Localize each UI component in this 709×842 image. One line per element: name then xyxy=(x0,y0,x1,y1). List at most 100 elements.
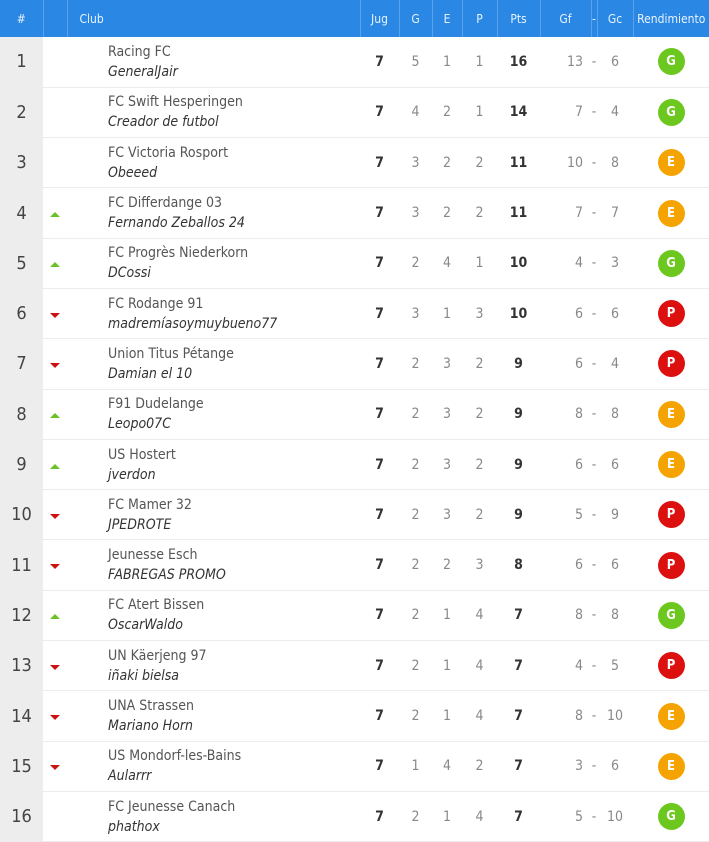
trend-up-icon xyxy=(50,463,60,469)
table-row[interactable]: 10 FC Mamer 32 JPEDROTE 7 2 3 2 9 5 - 9 P xyxy=(0,489,709,540)
manager-name[interactable]: DCossi xyxy=(108,265,151,282)
club-cell[interactable]: FC Differdange 03 Fernando Zeballos 24 xyxy=(67,188,360,238)
team-name[interactable]: FC Swift Hesperingen xyxy=(108,94,243,111)
goals-against: 6 xyxy=(610,456,619,473)
header-jug[interactable]: Jug xyxy=(360,0,400,37)
club-cell[interactable]: FC Jeunesse Canach phathox xyxy=(67,791,360,841)
club-cell[interactable]: FC Atert Bissen OscarWaldo xyxy=(67,590,360,640)
manager-name[interactable]: Mariano Horn xyxy=(108,718,194,734)
rendimiento: P xyxy=(633,490,709,540)
club-cell[interactable]: Racing FC GeneralJair xyxy=(67,37,360,87)
manager-name[interactable]: madremíasoymuybueno77 xyxy=(108,315,278,332)
manager-name[interactable]: iñaki bielsa xyxy=(108,667,180,684)
manager-name[interactable]: Aularrr xyxy=(108,768,152,785)
manager-name[interactable]: JPEDROTE xyxy=(108,516,172,533)
header-rendimiento[interactable]: Rendimiento xyxy=(637,11,706,26)
manager-name[interactable]: Damian el 10 xyxy=(108,365,193,382)
club-cell[interactable]: F91 Dudelange Leopo07C xyxy=(67,389,360,439)
team-name[interactable]: Jeunesse Esch xyxy=(108,547,198,564)
club-cell[interactable]: FC Progrès Niederkorn DCossi xyxy=(67,238,360,288)
table-row[interactable]: 11 Jeunesse Esch FABREGAS PROMO 7 2 2 3 8… xyxy=(0,539,709,591)
table-row[interactable]: 12 FC Atert Bissen OscarWaldo 7 2 1 4 7 8… xyxy=(0,590,709,641)
table-row[interactable]: 5 FC Progrès Niederkorn DCossi 7 2 4 1 10… xyxy=(0,238,709,289)
club-cell[interactable]: FC Victoria Rosport Obeeed xyxy=(67,138,360,188)
club-cell[interactable]: Jeunesse Esch FABREGAS PROMO xyxy=(67,540,360,590)
lost: 4 xyxy=(475,657,484,674)
goals-separator: - xyxy=(591,506,597,523)
manager-name[interactable]: OscarWaldo xyxy=(108,617,183,634)
position: 10 xyxy=(0,489,43,540)
goals-against: 6 xyxy=(610,758,619,775)
club-cell[interactable]: US Mondorf-les-Bains Aularrr xyxy=(67,741,360,791)
header-pts[interactable]: Pts xyxy=(497,0,541,37)
table-row[interactable]: 4 FC Differdange 03 Fernando Zeballos 24 … xyxy=(0,187,709,239)
points: 9 xyxy=(514,456,523,473)
rendimiento: P xyxy=(633,339,709,389)
table-row[interactable]: 1 Racing FC GeneralJair 7 5 1 1 16 13 - 6… xyxy=(0,37,709,88)
played: 7 xyxy=(375,205,384,222)
rendimiento: E xyxy=(633,389,709,439)
rendimiento: G xyxy=(633,87,709,137)
club-cell[interactable]: Union Titus Pétange Damian el 10 xyxy=(67,339,360,389)
table-row[interactable]: 8 F91 Dudelange Leopo07C 7 2 3 2 9 8 - 8 … xyxy=(0,389,709,440)
header-pos[interactable]: # xyxy=(0,0,44,37)
drawn: 1 xyxy=(442,53,451,70)
trend xyxy=(43,138,67,188)
goals-for: 8 xyxy=(574,406,583,423)
table-row[interactable]: 3 FC Victoria Rosport Obeeed 7 3 2 2 11 1… xyxy=(0,137,709,188)
team-name[interactable]: US Hostert xyxy=(108,446,176,463)
team-name[interactable]: FC Progrès Niederkorn xyxy=(108,245,249,262)
club-cell[interactable]: FC Swift Hesperingen Creador de futbol xyxy=(67,87,360,137)
header-club[interactable]: Club xyxy=(67,0,361,37)
rendimiento: P xyxy=(633,288,709,338)
header-p[interactable]: P xyxy=(462,0,498,37)
points: 7 xyxy=(514,607,523,624)
team-name[interactable]: Union Titus Pétange xyxy=(108,345,234,362)
table-row[interactable]: 15 US Mondorf-les-Bains Aularrr 7 1 4 2 7… xyxy=(0,741,709,792)
team-name[interactable]: FC Rodange 91 xyxy=(108,295,204,312)
table-row[interactable]: 6 FC Rodange 91 madremíasoymuybueno77 7 3… xyxy=(0,288,709,339)
team-name[interactable]: FC Mamer 32 xyxy=(108,496,192,513)
club-cell[interactable]: UNA Strassen Mariano Horn xyxy=(67,691,360,741)
form-badge: G xyxy=(657,48,685,76)
table-row[interactable]: 2 FC Swift Hesperingen Creador de futbol … xyxy=(0,87,709,138)
team-name[interactable]: F91 Dudelange xyxy=(108,396,204,413)
table-row[interactable]: 7 Union Titus Pétange Damian el 10 7 2 3 … xyxy=(0,338,709,390)
trend xyxy=(43,389,67,439)
table-row[interactable]: 13 UN Käerjeng 97 iñaki bielsa 7 2 1 4 7 … xyxy=(0,640,709,691)
club-cell[interactable]: FC Rodange 91 madremíasoymuybueno77 xyxy=(67,288,360,338)
table-row[interactable]: 16 FC Jeunesse Canach phathox 7 2 1 4 7 5… xyxy=(0,791,709,842)
rendimiento: E xyxy=(633,188,709,238)
manager-name[interactable]: Obeeed xyxy=(108,164,158,181)
club-cell[interactable]: FC Mamer 32 JPEDROTE xyxy=(67,490,360,540)
manager-name[interactable]: jverdon xyxy=(108,466,156,483)
manager-name[interactable]: Fernando Zeballos 24 xyxy=(108,215,245,232)
trend xyxy=(43,741,67,791)
manager-name[interactable]: Creador de futbol xyxy=(108,114,219,131)
team-name[interactable]: Racing FC xyxy=(108,43,171,60)
header-gf[interactable]: Gf xyxy=(540,0,592,37)
table-row[interactable]: 9 US Hostert jverdon 7 2 3 2 9 6 - 6 E xyxy=(0,439,709,490)
manager-name[interactable]: GeneralJair xyxy=(108,63,178,80)
table-row[interactable]: 14 UNA Strassen Mariano Horn 7 2 1 4 7 8 … xyxy=(0,690,709,742)
rendimiento: E xyxy=(633,439,709,489)
trend xyxy=(43,691,67,741)
goals-separator: - xyxy=(591,205,597,222)
header-g[interactable]: G xyxy=(399,0,433,37)
manager-name[interactable]: phathox xyxy=(108,818,160,835)
team-name[interactable]: FC Jeunesse Canach xyxy=(108,798,236,815)
header-gc[interactable]: Gc xyxy=(597,0,634,37)
team-name[interactable]: FC Victoria Rosport xyxy=(108,144,229,161)
header-e[interactable]: E xyxy=(432,0,463,37)
team-name[interactable]: FC Differdange 03 xyxy=(108,195,223,212)
team-name[interactable]: FC Atert Bissen xyxy=(108,597,205,614)
lost: 2 xyxy=(475,758,484,775)
club-cell[interactable]: UN Käerjeng 97 iñaki bielsa xyxy=(67,641,360,691)
team-name[interactable]: UNA Strassen xyxy=(108,698,194,714)
team-name[interactable]: US Mondorf-les-Bains xyxy=(108,748,242,765)
team-name[interactable]: UN Käerjeng 97 xyxy=(108,647,207,664)
club-cell[interactable]: US Hostert jverdon xyxy=(67,439,360,489)
manager-name[interactable]: FABREGAS PROMO xyxy=(108,567,226,584)
manager-name[interactable]: Leopo07C xyxy=(108,416,171,433)
drawn: 3 xyxy=(442,355,451,372)
